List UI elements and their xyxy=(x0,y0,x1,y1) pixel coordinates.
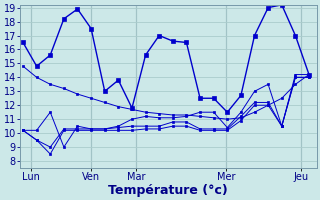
X-axis label: Température (°c): Température (°c) xyxy=(108,184,228,197)
